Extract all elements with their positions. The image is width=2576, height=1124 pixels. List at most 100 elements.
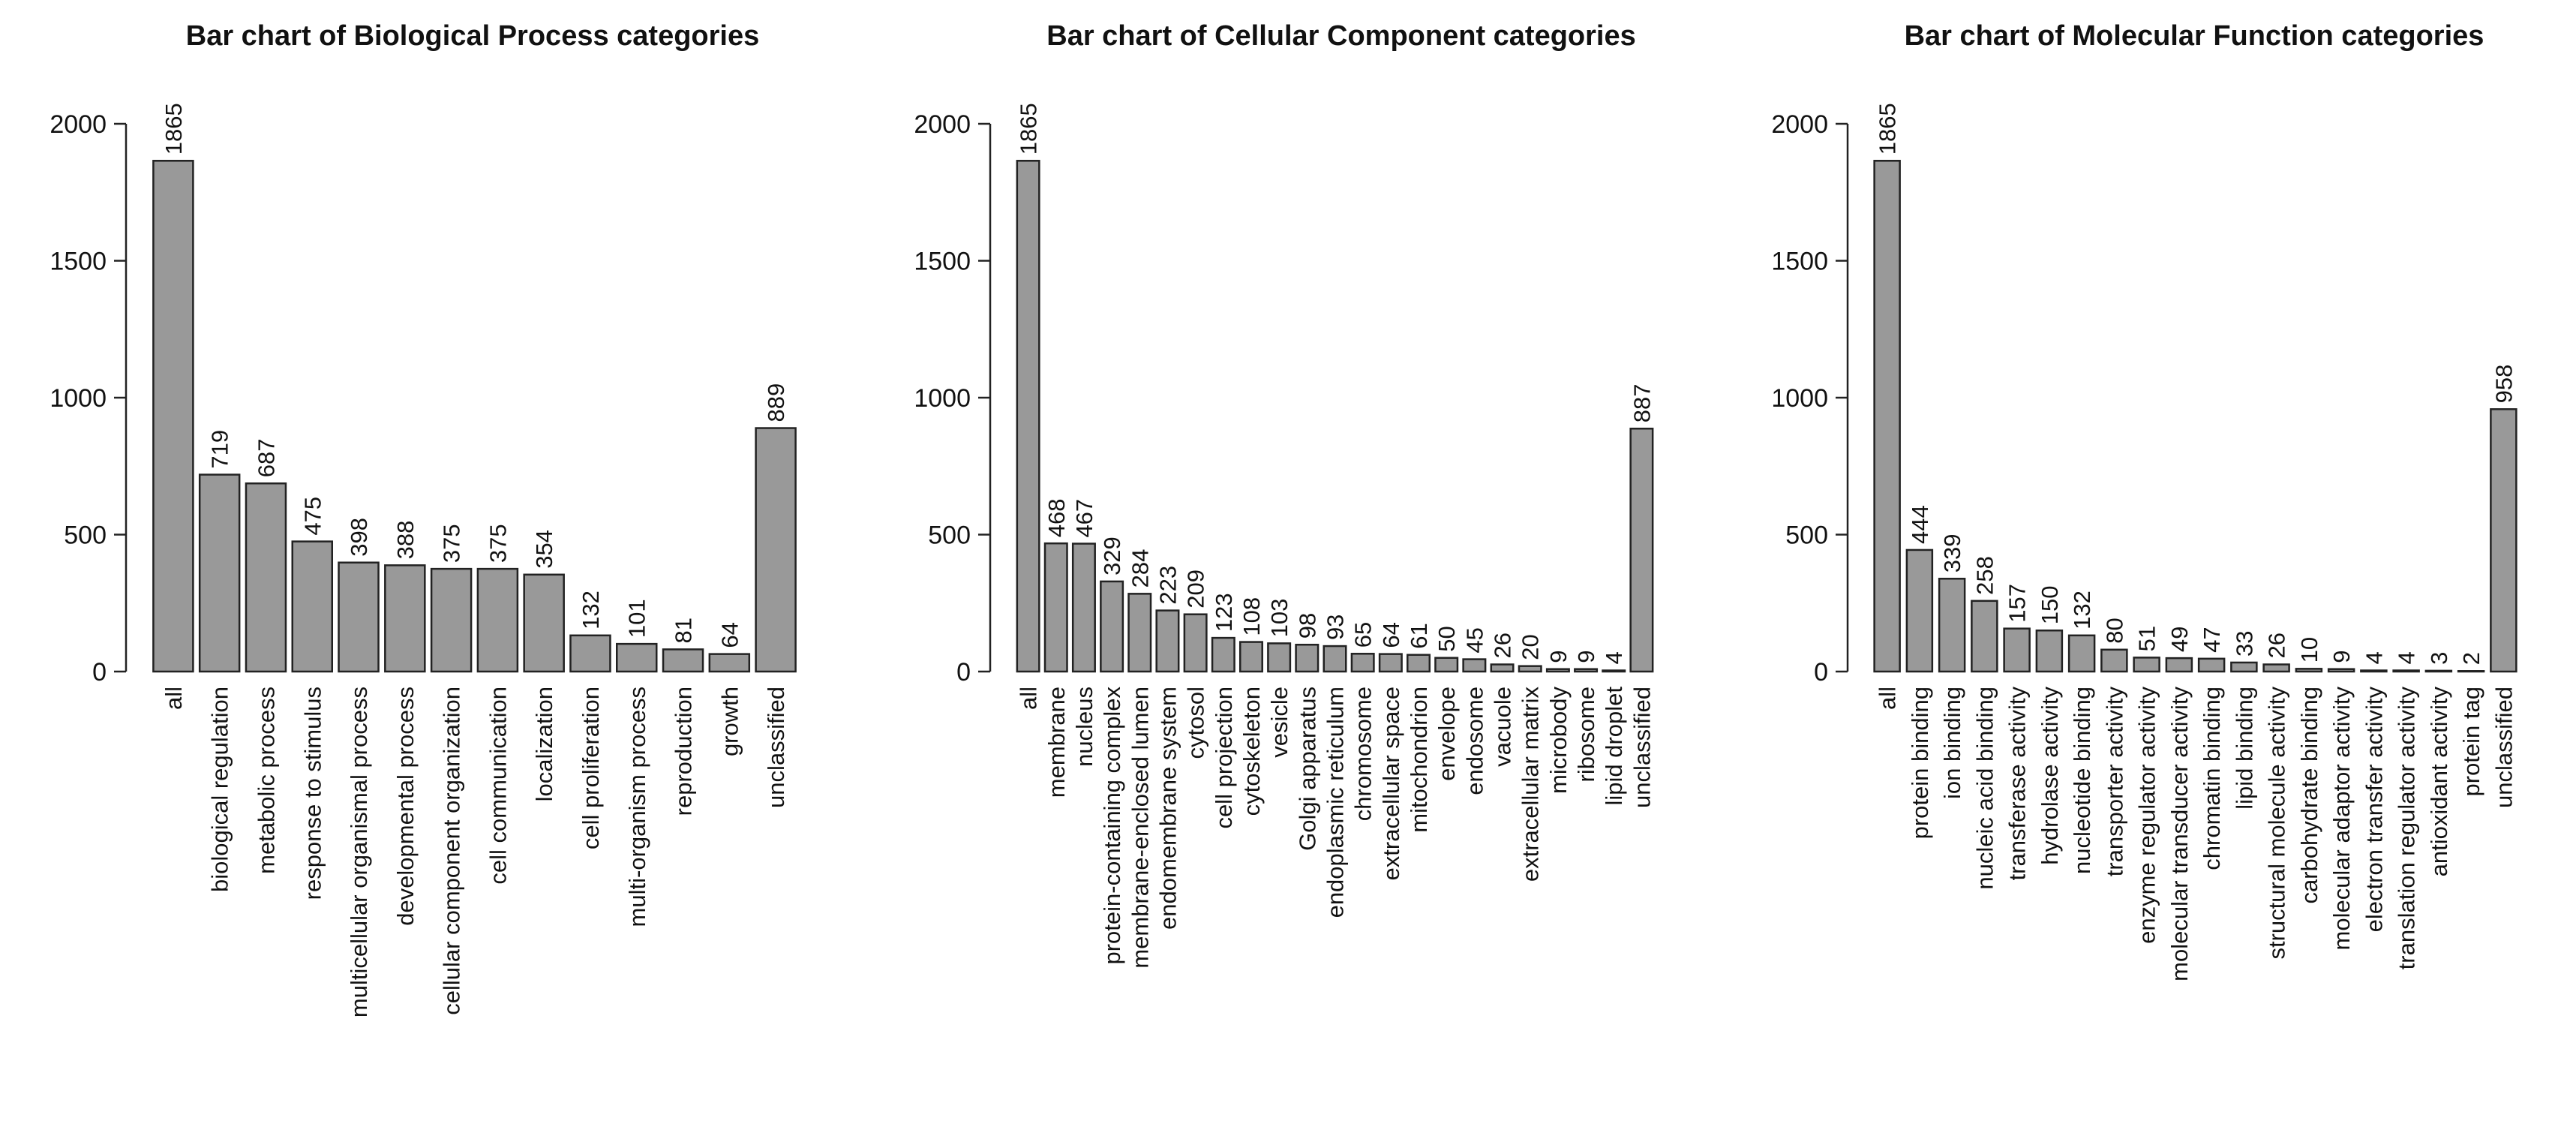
bar-value-label: 45 [1461,627,1488,653]
bar-value-label: 4 [2394,651,2420,664]
bar [1238,641,1263,673]
category-label: carbohydrate binding [2296,687,2322,904]
bar [1434,657,1459,673]
y-tick-label: 1000 [50,384,107,413]
bar-value-label: 132 [578,591,604,630]
bar [384,564,426,673]
bar [755,427,797,673]
bar [2133,657,2160,673]
bar [2327,668,2355,673]
bar-value-label: 889 [763,383,789,422]
bar [1183,613,1208,673]
bar-value-label: 687 [253,439,279,478]
bar-value-label: 375 [485,524,511,563]
bar [198,473,241,673]
category-label: extracellular space [1378,687,1404,880]
bar [2392,669,2420,673]
bar [291,540,333,673]
category-label: cytoskeleton [1238,687,1265,816]
y-tick-label: 1500 [50,248,107,276]
chart-panel: Bar chart of Molecular Function categori… [1771,20,2517,981]
bar [2360,669,2388,673]
category-label: mitochondrion [1406,687,1432,833]
bar-value-label: 101 [624,599,650,638]
y-tick-label: 0 [92,658,107,687]
category-label: reproduction [671,687,697,816]
category-label: ribosome [1573,687,1599,783]
category-label: growth [716,687,743,756]
category-label: Golgi apparatus [1294,687,1320,851]
category-label: all [1875,687,1901,710]
category-label: vesicle [1266,687,1293,758]
y-tick-label: 1500 [1771,248,1828,276]
category-label: lipid binding [2231,687,2257,810]
chart-title: Bar chart of Molecular Function categori… [1905,20,2484,52]
bar-value-label: 258 [1971,556,1998,595]
bar [569,634,611,673]
category-label: ion binding [1939,687,1965,799]
chart-panel: Bar chart of Biological Process categori… [50,20,797,1017]
bar-value-label: 719 [207,430,233,469]
bar [1905,548,1934,673]
bar-value-label: 3 [2426,652,2452,665]
bar-value-label: 80 [2101,618,2127,643]
category-label: multicellular organismal process [346,687,372,1017]
bar-value-label: 26 [1490,633,1516,658]
bar [2295,668,2323,673]
bar [1155,609,1180,673]
category-label: cell communication [485,687,511,885]
category-label: structural molecule activity [2264,687,2290,960]
bar [1211,636,1235,673]
category-label: protein binding [1907,687,1933,839]
bar [1971,600,1998,673]
bar-value-label: 132 [2069,591,2095,630]
chart-title: Bar chart of Biological Process categori… [186,20,760,52]
bar-value-label: 2 [2458,652,2484,665]
bar [2100,648,2128,673]
bar-value-label: 47 [2199,627,2225,652]
bar-value-label: 9 [2328,650,2355,663]
y-tick-label: 500 [64,521,107,550]
bar-value-label: 223 [1154,566,1181,605]
category-label: all [1016,687,1042,710]
category-label: membrane [1043,687,1070,798]
bar [1378,653,1403,673]
bar-value-label: 93 [1323,615,1349,640]
bar-value-label: 4 [2361,651,2387,664]
y-tick-label: 500 [1785,521,1828,550]
category-label: unclassified [2490,687,2517,808]
bar [1267,642,1292,673]
y-tick-label: 500 [928,521,971,550]
bar-value-label: 1865 [1016,103,1042,155]
category-label: lipid droplet [1601,687,1627,806]
category-label: localization [531,687,557,801]
category-label: cell proliferation [578,687,604,849]
bar-value-label: 444 [1907,505,1933,544]
bar-value-label: 103 [1266,599,1293,638]
bar [1016,160,1040,673]
category-label: chromatin binding [2199,687,2225,870]
category-label: extracellular matrix [1518,687,1544,882]
bar-value-label: 1865 [1875,103,1901,155]
category-label: electron transfer activity [2361,687,2387,933]
category-label: nucleic acid binding [1971,687,1998,890]
category-label: protein-containing complex [1099,687,1125,965]
category-label: envelope [1434,687,1460,781]
category-label: nucleotide binding [2069,687,2095,874]
category-label: cell projection [1211,687,1237,829]
bar [1323,645,1347,673]
category-label: translation regulator activity [2394,687,2420,970]
bar [708,653,751,673]
bar-value-label: 65 [1350,622,1377,648]
bar-value-label: 339 [1939,534,1965,573]
bar-value-label: 329 [1099,536,1125,576]
bar [1602,669,1626,673]
bar-value-label: 108 [1238,597,1265,636]
bar [1407,654,1431,673]
category-label: unclassified [763,687,789,808]
bar-value-label: 26 [2264,633,2290,658]
bar [2424,669,2453,673]
bar [1518,665,1542,673]
bar [2035,630,2064,673]
bar-value-label: 50 [1434,626,1460,651]
